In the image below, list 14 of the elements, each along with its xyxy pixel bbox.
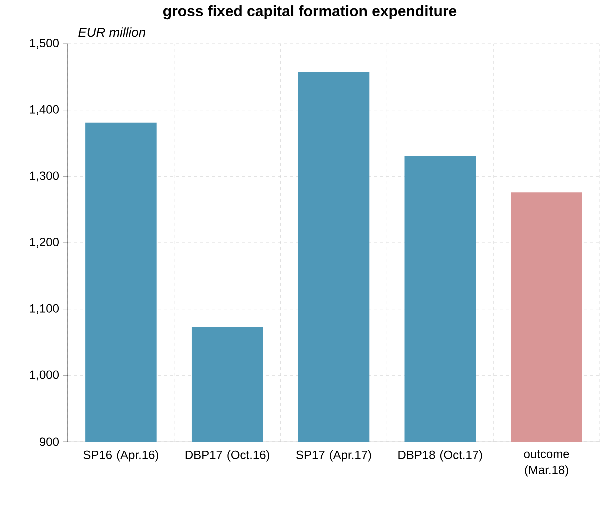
y-tick-label: 1,100 (30, 304, 60, 314)
y-tick-label: 1,300 (30, 172, 60, 182)
y-axis-title: EUR million (78, 28, 146, 38)
x-tick-label: outcome (Mar.18) (524, 450, 570, 477)
y-tick-label: 900 (40, 438, 60, 446)
x-tick-label: SP17 (Apr.17) (296, 450, 372, 462)
y-tick-label: 1,400 (30, 105, 60, 116)
y-tick-label: 1,200 (30, 238, 60, 248)
x-tick-label: DBP18 (Oct.17) (398, 450, 482, 462)
y-tick-label: 1,500 (30, 39, 60, 49)
y-tick-label: 1,000 (30, 370, 60, 381)
chart-title: gross fixed capital formation expenditure (164, 6, 457, 20)
x-tick-label: DBP17 (Oct.16) (186, 450, 270, 462)
x-tick-label: SP16 (Apr.16) (84, 450, 158, 462)
